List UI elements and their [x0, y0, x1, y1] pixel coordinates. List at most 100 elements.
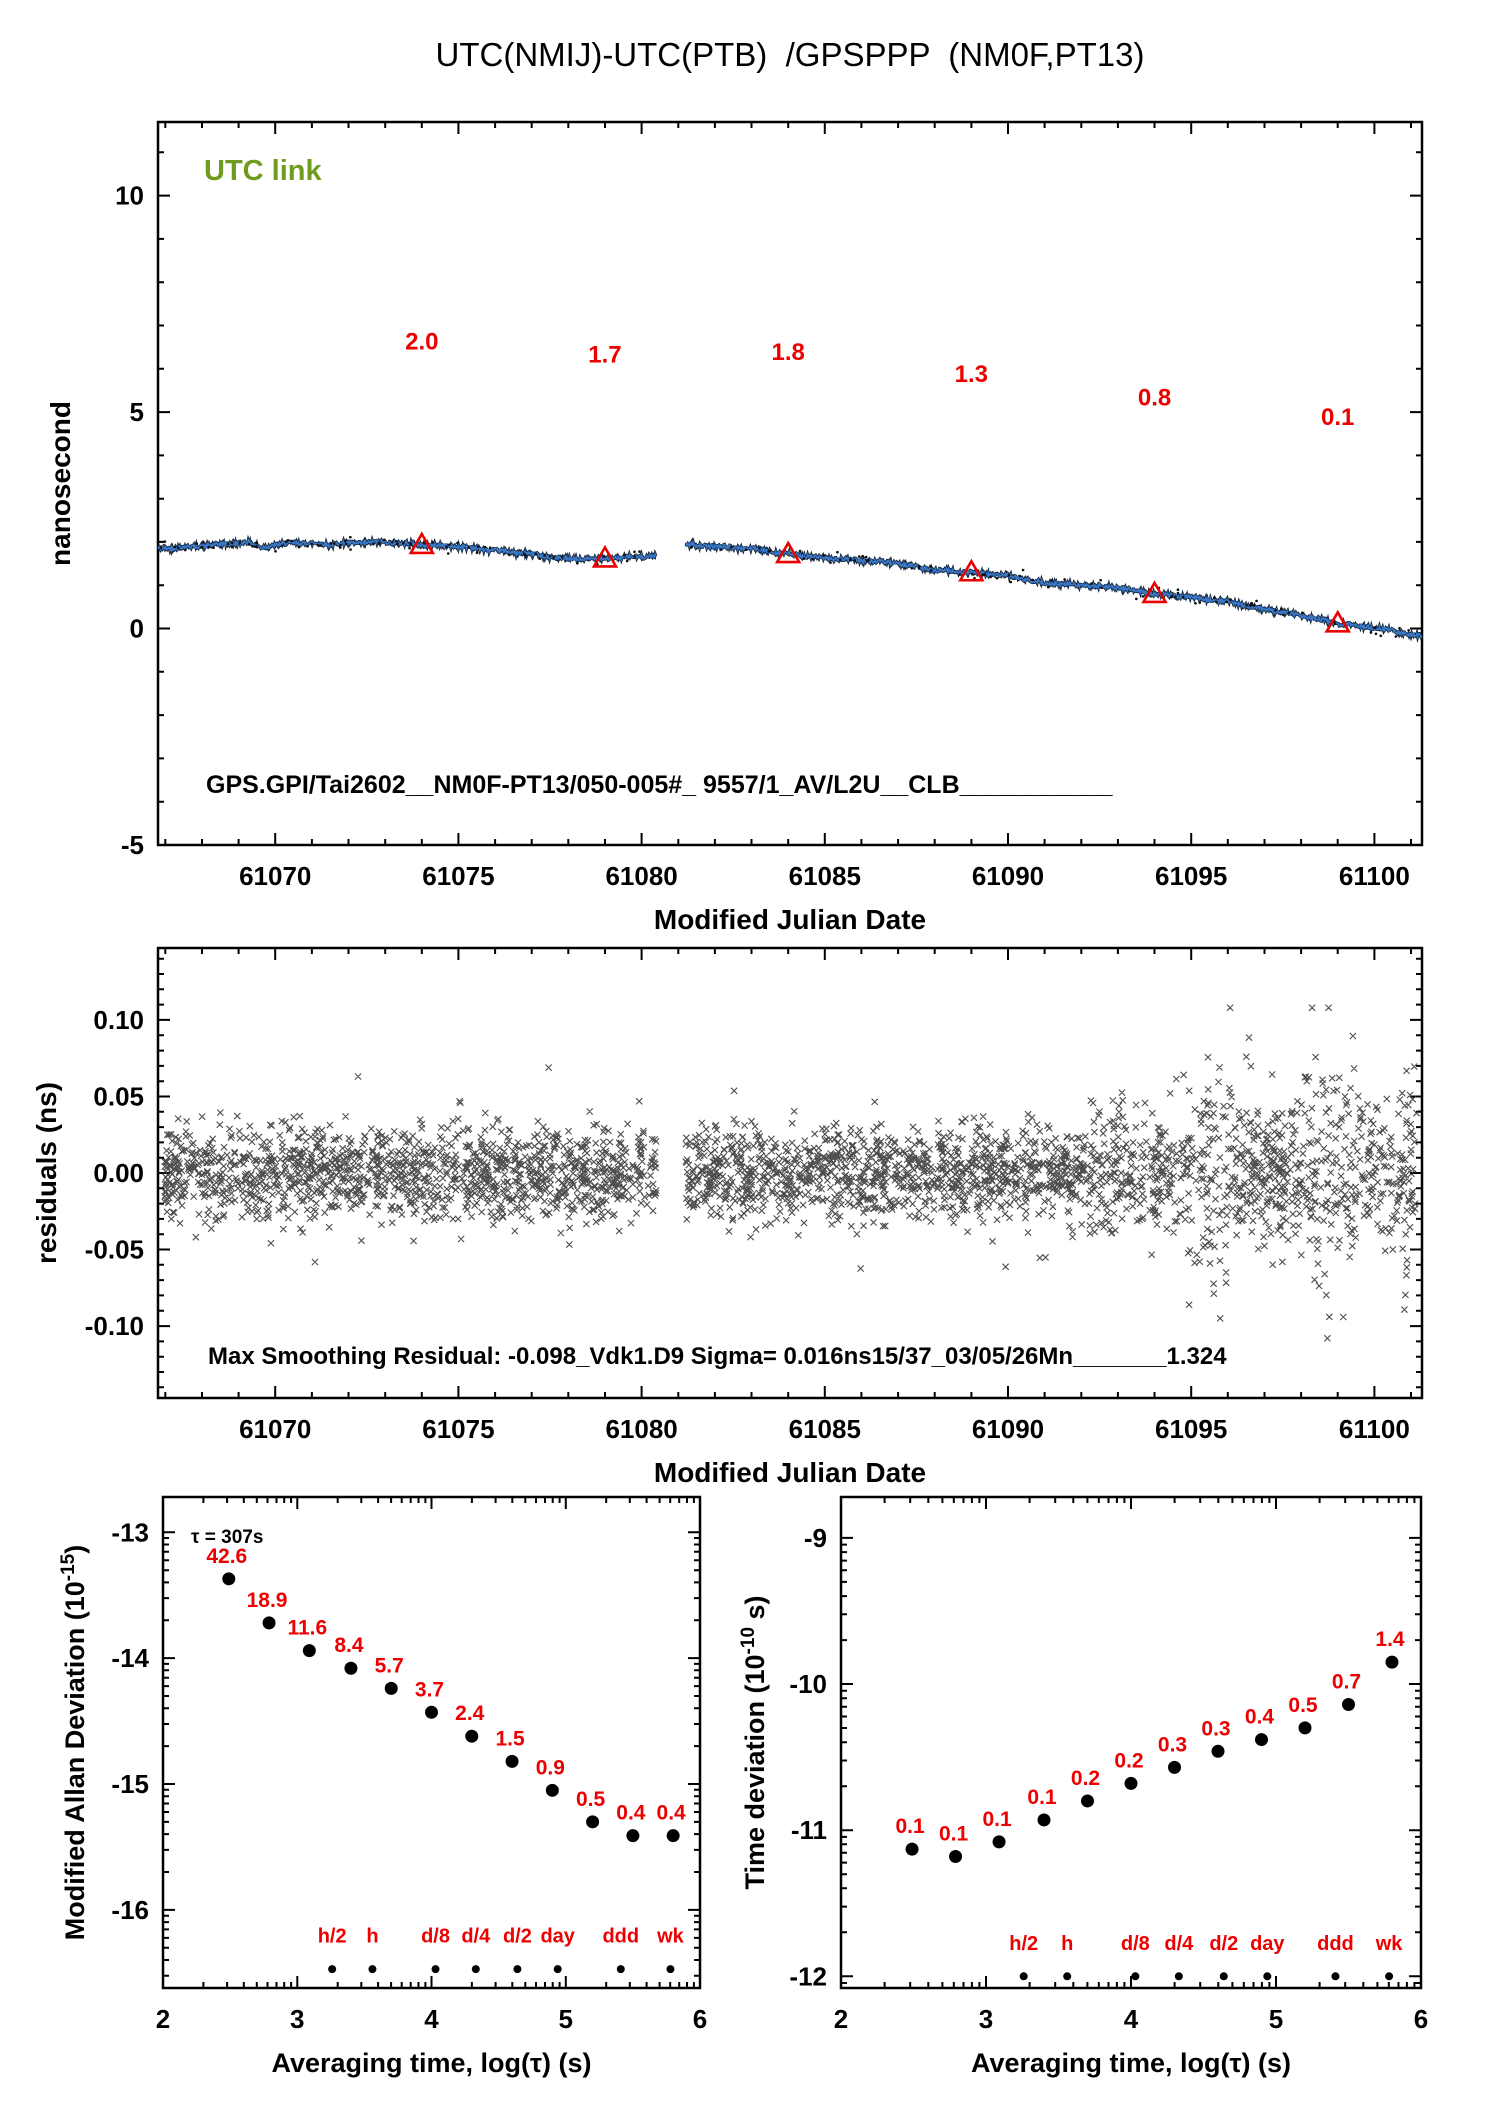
calibration-triangle — [774, 540, 802, 564]
x-tick-label: 61085 — [789, 861, 861, 891]
time-mark-label: h/2 — [1009, 1933, 1038, 1955]
x-tick-label: 3 — [979, 2004, 993, 2034]
axis-frame — [161, 1495, 702, 1990]
time-mark-dot — [1331, 1972, 1340, 1981]
data-point-label: 0.1 — [1027, 1786, 1057, 1809]
axis-ticks — [840, 1497, 1422, 1988]
axis-ticks — [158, 948, 1422, 1398]
time-mark-dot — [1019, 1972, 1028, 1981]
mdev-chart: 2 3 4 5 6 -13 -14 -15 -16 Averaging time, log(τ) … — [58, 1495, 707, 2078]
x-tick-label: 4 — [1124, 2004, 1139, 2034]
time-mark-label: ddd — [1317, 1933, 1354, 1955]
time-mark-label: h — [1061, 1933, 1073, 1955]
data-point — [1037, 1813, 1051, 1827]
time-mark-dot — [1063, 1972, 1072, 1981]
data-point — [1298, 1721, 1312, 1735]
data-point-label: 0.3 — [1158, 1733, 1187, 1756]
data-point — [949, 1849, 963, 1863]
data-point — [1124, 1776, 1138, 1790]
y-tick-label: -16 — [111, 1895, 149, 1925]
y-tick-label: -9 — [804, 1523, 827, 1553]
time-mark-label: ddd — [602, 1926, 639, 1948]
time-mark-label: d/4 — [461, 1926, 491, 1948]
x-tick-label: 3 — [290, 2004, 304, 2034]
y-tick-label: 0.10 — [93, 1005, 144, 1035]
time-mark-label: d/4 — [1164, 1933, 1194, 1955]
x-tick-label: 61085 — [789, 1414, 861, 1444]
data-point — [905, 1842, 919, 1856]
data-point-label: 0.2 — [1114, 1749, 1143, 1772]
data-point-label: 0.4 — [657, 1802, 687, 1825]
data-point-label: 2.4 — [455, 1702, 485, 1725]
time-mark-label: wk — [1375, 1933, 1404, 1955]
data-point-label: 0.1 — [895, 1815, 925, 1838]
data-point — [505, 1754, 519, 1768]
utc-link-label: UTC link — [204, 155, 322, 187]
residuals-chart: 61070 61075 61080 61085 61090 61095 61100 0.10 0… — [31, 946, 1424, 1488]
x-tick-label: 61100 — [1339, 861, 1410, 891]
calibration-value-label: 2.0 — [405, 328, 438, 355]
data-point — [302, 1644, 316, 1658]
time-mark-label: d/8 — [421, 1926, 450, 1948]
data-point-label: 0.2 — [1071, 1767, 1100, 1790]
time-mark-label: d/2 — [1209, 1933, 1238, 1955]
x-tick-label: 61080 — [605, 1414, 677, 1444]
data-point-label: 0.4 — [1245, 1706, 1275, 1729]
x-tick-label: 6 — [1414, 2004, 1428, 2034]
calibration-triangle — [1324, 609, 1351, 633]
time-mark-dot — [1385, 1972, 1394, 1981]
data-point — [992, 1835, 1006, 1849]
time-mark-label: day — [1250, 1933, 1285, 1955]
data-point — [626, 1829, 640, 1843]
data-point-label: 0.9 — [536, 1756, 565, 1779]
time-mark-dot — [1174, 1972, 1183, 1981]
data-point — [465, 1729, 479, 1743]
data-point — [222, 1572, 236, 1586]
y-tick-label: -0.05 — [85, 1235, 144, 1265]
residual-annotation: Max Smoothing Residual: -0.098_Vdk1.D9 S… — [208, 1343, 1227, 1370]
y-tick-label: 10 — [115, 181, 144, 211]
figure-title: UTC(NMIJ)-UTC(PTB) /GPSPPP (NM0F,PT13) — [435, 36, 1145, 73]
x-tick-label: 61070 — [239, 861, 311, 891]
data-point-label: 0.7 — [1332, 1671, 1361, 1694]
utc-line-scatter — [159, 535, 1410, 638]
calibration-triangle — [591, 544, 619, 568]
x-axis-title: Averaging time, log(τ) (s) — [971, 2048, 1291, 2078]
y-axis-title: residuals (ns) — [31, 1082, 62, 1264]
time-mark-dot — [368, 1965, 377, 1974]
data-point-label: 1.5 — [495, 1727, 525, 1750]
data-point-label: 0.5 — [576, 1788, 606, 1811]
calibration-value-label: 0.1 — [1321, 404, 1354, 431]
data-point-label: 5.7 — [375, 1654, 404, 1677]
y-tick-label: -11 — [791, 1815, 827, 1845]
data-point-label: 8.4 — [334, 1634, 364, 1657]
x-tick-label: 61070 — [239, 1414, 311, 1444]
calibration-value-label: 1.7 — [588, 341, 621, 368]
x-tick-label: 61095 — [1155, 1414, 1227, 1444]
calibration-value-label: 0.8 — [1138, 385, 1171, 412]
data-point — [384, 1681, 398, 1695]
x-tick-label: 61090 — [972, 1414, 1044, 1444]
x-tick-label: 6 — [693, 2004, 707, 2034]
data-point — [1168, 1760, 1181, 1774]
time-mark-dot — [553, 1965, 562, 1974]
time-mark-label: d/2 — [503, 1926, 532, 1948]
time-mark-dot — [1263, 1972, 1272, 1981]
utc-difference-chart: 61070 61075 61080 61085 61090 61095 61100 -5 0 5 1… — [45, 120, 1424, 935]
time-mark-dot — [616, 1965, 625, 1974]
data-point-label: 0.3 — [1201, 1717, 1230, 1740]
tau-note: τ = 307s — [191, 1527, 263, 1548]
data-point — [1081, 1794, 1094, 1808]
time-mark-dot — [666, 1965, 675, 1974]
x-axis-title: Modified Julian Date — [654, 904, 926, 935]
data-point — [1385, 1655, 1399, 1669]
data-point — [666, 1829, 680, 1843]
data-point — [545, 1783, 559, 1797]
data-point-label: 11.6 — [287, 1617, 327, 1640]
y-tick-label: -5 — [121, 830, 144, 860]
calibration-value-label: 1.8 — [771, 339, 804, 366]
data-point-label: 0.4 — [616, 1802, 646, 1825]
calibration-triangle — [408, 531, 436, 555]
x-tick-label: 4 — [424, 2004, 439, 2034]
